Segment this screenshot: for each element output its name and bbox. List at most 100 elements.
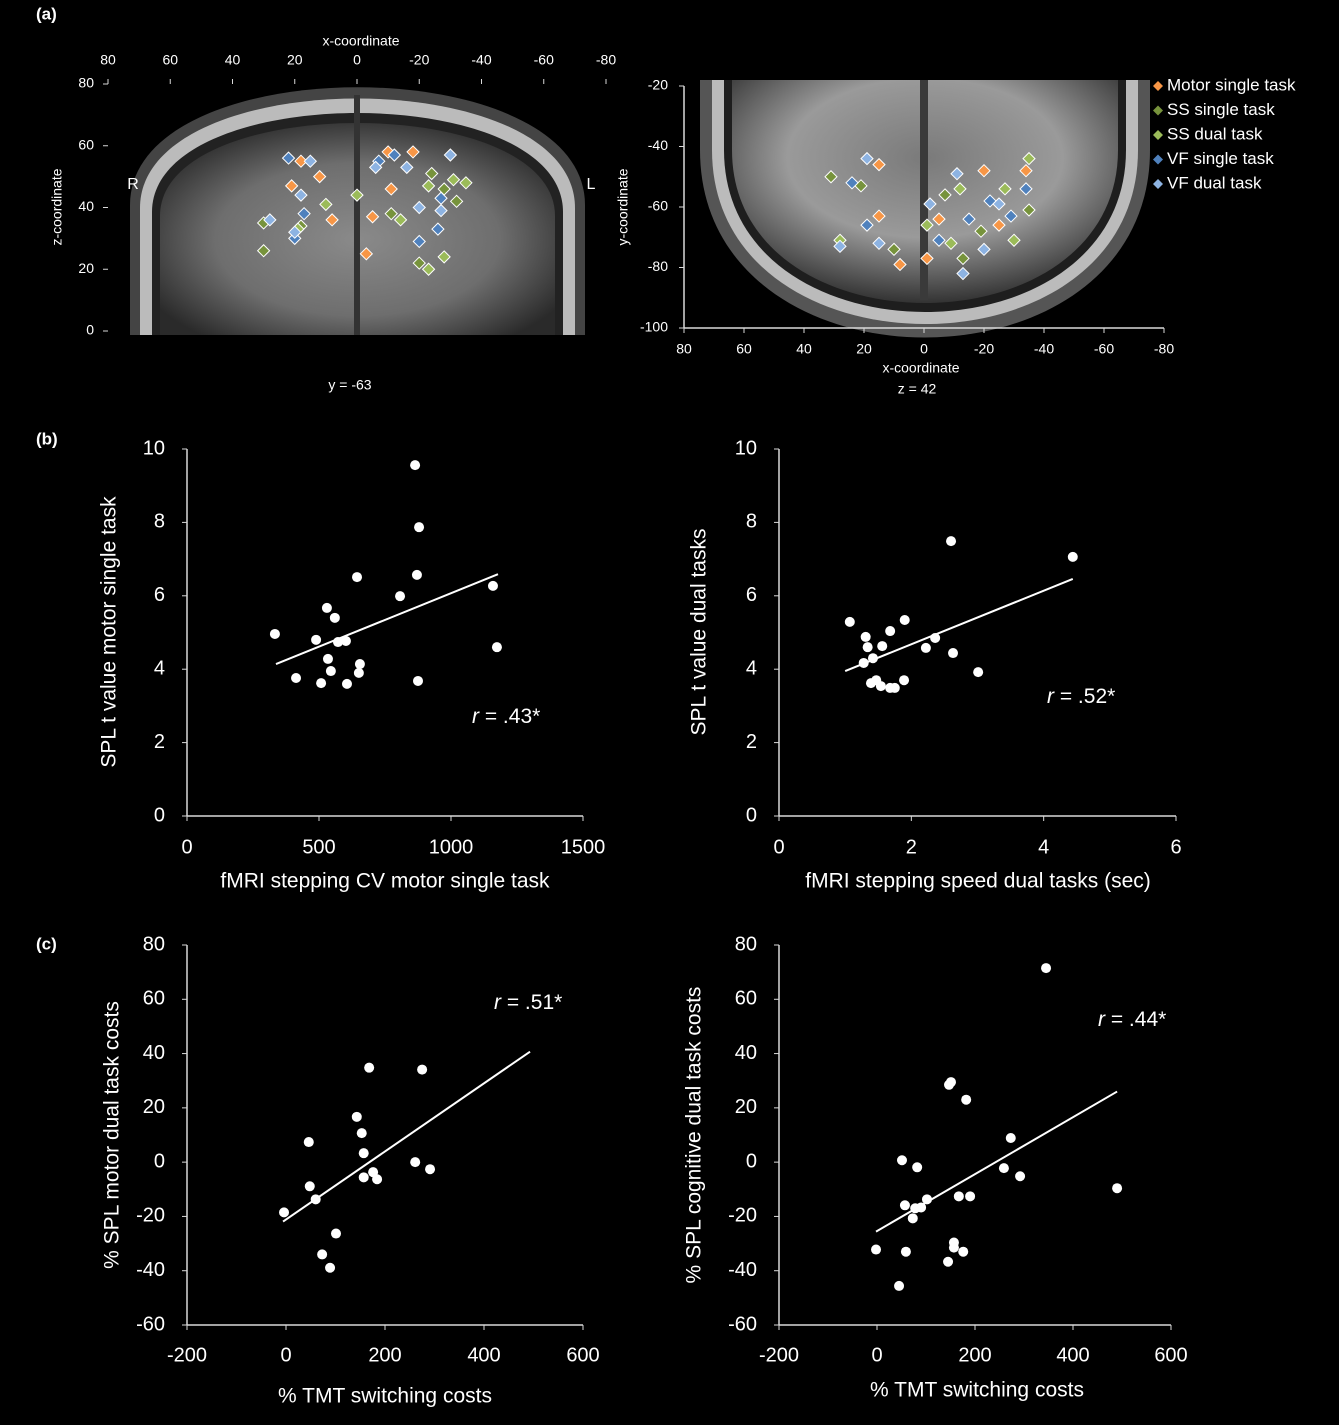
x-axis-title: % TMT switching costs [870,1379,1084,1402]
y-tick-label: -40 [648,137,668,153]
point [901,1247,911,1257]
point [304,1137,314,1147]
y-axis-title: SPL t value motor single task [98,496,121,768]
point [999,1163,1009,1173]
point [359,1172,369,1182]
y-tick-label: -60 [728,1313,757,1335]
x-tick-label: 40 [796,341,812,357]
point [930,633,940,643]
y-tick-label: 6 [746,584,757,606]
point [954,1191,964,1201]
x-tick-label: 2 [906,836,917,858]
y-tick-label: -80 [648,258,668,274]
point [961,1095,971,1105]
x-tick-label: -60 [1094,341,1114,357]
point [900,615,910,625]
x-tick-label: -40 [471,52,491,68]
legend-marker [1153,81,1163,91]
point [425,1164,435,1174]
point [342,679,352,689]
x-tick-label: -80 [596,52,616,68]
point [492,642,502,652]
y-tick-label: -40 [136,1259,165,1281]
point [331,1229,341,1239]
trendline [276,574,498,664]
y-tick-label: 40 [78,198,94,214]
x-tick-label: 0 [280,1344,291,1366]
legend-label: VF single task [1167,149,1274,168]
y-tick-label: 8 [746,511,757,533]
y-tick-label: -60 [648,198,668,214]
annotation-text: = .43* [479,705,540,728]
legend-marker [1153,179,1163,189]
point [270,629,280,639]
point [900,1200,910,1210]
legend-marker [1153,155,1163,165]
point [364,1063,374,1073]
legend-label: VF dual task [1167,173,1262,192]
panel-label: (a) [36,4,57,23]
point [341,636,351,646]
point [326,666,336,676]
point [488,581,498,591]
point [414,522,424,532]
y-axis-title: % SPL cognitive dual task costs [683,987,706,1284]
y-tick-label: 20 [143,1096,165,1118]
point [372,1174,382,1184]
x-tick-label: -40 [1034,341,1054,357]
point [894,1281,904,1291]
y-tick-label: 60 [143,988,165,1010]
x-tick-label: 500 [302,836,335,858]
y-tick-label: 40 [735,1042,757,1064]
annotation: r = .43* [472,705,540,728]
y-tick-label: 0 [746,804,757,826]
x-tick-label: 400 [467,1344,500,1366]
x-tick-label: 0 [920,341,928,357]
y-tick-label: 6 [154,584,165,606]
x-tick-label: -200 [759,1344,799,1366]
point [291,673,301,683]
x-axis-title: % TMT switching costs [278,1385,492,1408]
x-tick-label: 0 [773,836,784,858]
trendline [283,1052,530,1222]
point [948,648,958,658]
brain-image-coronal [130,87,585,335]
point [352,1112,362,1122]
point [885,626,895,636]
point [317,1249,327,1259]
point [1006,1133,1016,1143]
x-tick-label: -80 [1154,341,1174,357]
y-tick-label: -100 [640,319,668,335]
point [973,667,983,677]
legend-label: Motor single task [1167,75,1296,94]
y-tick-label: -20 [648,77,668,93]
point [412,570,422,580]
caption: z = 42 [898,381,937,397]
legend-label: SS dual task [1167,124,1263,143]
point [946,1077,956,1087]
point [325,1263,335,1273]
legend-marker [1153,106,1163,116]
x-tick-label: 0 [353,52,361,68]
y-tick-label: 40 [143,1042,165,1064]
point [413,676,423,686]
point [861,632,871,642]
y-tick-label: 2 [154,731,165,753]
x-tick-label: 200 [368,1344,401,1366]
point [863,642,873,652]
y-tick-label: 60 [78,136,94,152]
x-tick-label: 4 [1038,836,1049,858]
annotation-text: = .52* [1054,685,1115,708]
y-tick-label: -20 [136,1205,165,1227]
x-tick-label: 6 [1170,836,1181,858]
point [908,1213,918,1223]
point [916,1202,926,1212]
x-tick-label: 200 [958,1344,991,1366]
point [410,1157,420,1167]
point [899,675,909,685]
x-tick-label: 400 [1056,1344,1089,1366]
point [354,668,364,678]
point [876,681,886,691]
x-tick-label: 600 [566,1344,599,1366]
side-label: R [127,176,139,193]
